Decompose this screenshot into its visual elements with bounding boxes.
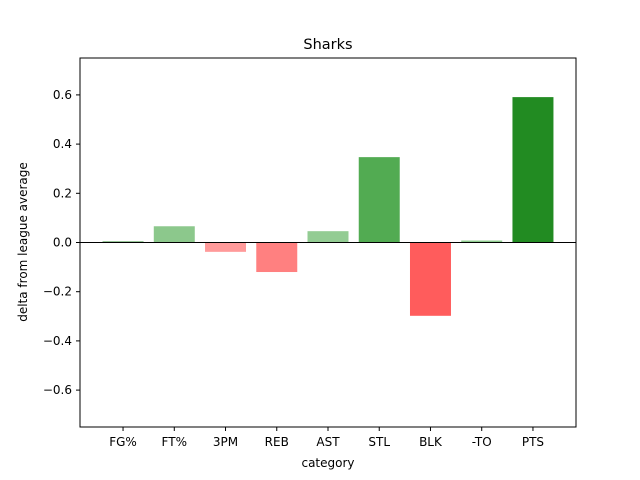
bar-3pm	[205, 242, 247, 252]
y-axis-label: delta from league average	[16, 162, 30, 322]
bar-pts	[512, 97, 554, 243]
chart-title: Sharks	[303, 37, 352, 53]
x-tick-label: BLK	[419, 435, 443, 449]
x-tick-label: PTS	[522, 435, 544, 449]
y-tick-label: −0.2	[43, 285, 72, 299]
bar-ast	[307, 231, 349, 243]
x-tick-label: FT%	[162, 435, 187, 449]
y-tick-label: −0.6	[43, 383, 72, 397]
x-axis-label: category	[301, 456, 354, 470]
y-tick-label: −0.4	[43, 334, 72, 348]
x-tick-label: 3PM	[213, 435, 238, 449]
x-tick-label: FG%	[109, 435, 137, 449]
bar-to	[461, 240, 503, 243]
y-tick-label: 0.2	[53, 186, 72, 200]
bars-layer	[102, 97, 554, 316]
bar-stl	[358, 157, 400, 243]
x-tick-label: AST	[316, 435, 340, 449]
x-tick-label: REB	[265, 435, 289, 449]
bar-reb	[256, 242, 298, 273]
x-tick-label: -TO	[472, 435, 492, 449]
x-tick-label: STL	[368, 435, 390, 449]
bar-blk	[409, 242, 451, 316]
y-axis-ticks: −0.6 −0.4 −0.2 0.0 0.2 0.4 0.6	[43, 88, 80, 397]
plot-frame	[79, 57, 577, 428]
y-tick-label: 0.0	[53, 236, 72, 250]
bar-ft	[153, 226, 195, 243]
x-axis-ticks: FG% FT% 3PM REB AST STL BLK -TO PTS	[109, 427, 544, 449]
y-tick-label: 0.4	[53, 137, 72, 151]
y-tick-label: 0.6	[53, 88, 72, 102]
